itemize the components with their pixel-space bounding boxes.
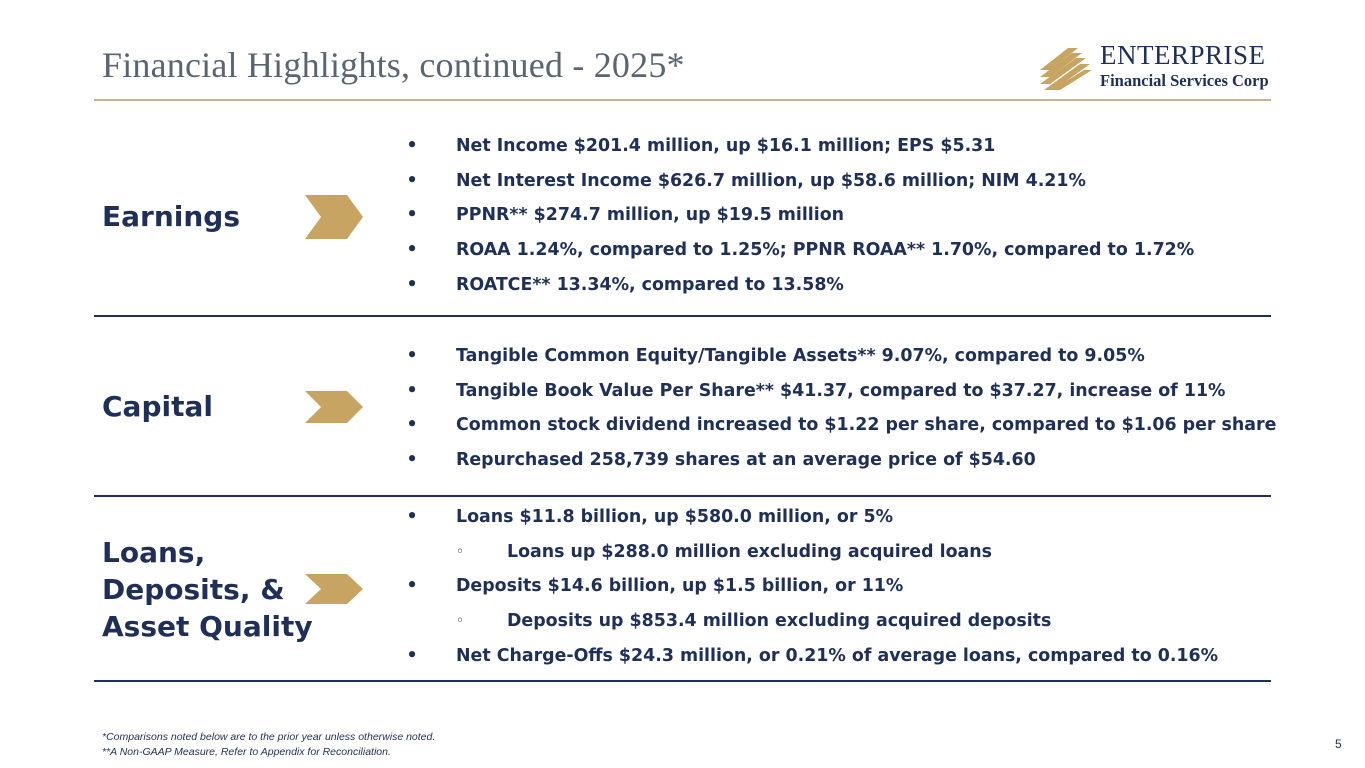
- page-number: 5: [1335, 737, 1342, 751]
- footnote-line: **A Non-GAAP Measure, Refer to Appendix …: [102, 745, 391, 758]
- section-title-line: Deposits, &: [102, 573, 285, 606]
- section-divider: [94, 495, 1271, 497]
- logo-stripes-icon: [1040, 48, 1092, 90]
- footnotes: *Comparisons noted below are to the prio…: [102, 730, 435, 759]
- section-title-loans-deposits-asset-quality: Loans, Deposits, & Asset Quality: [102, 534, 313, 645]
- logo-wordmark: ENTERPRISE: [1100, 40, 1266, 70]
- logo-subtitle: Financial Services Corp: [1100, 71, 1269, 90]
- title-divider: [94, 99, 1271, 101]
- chevron-right-icon: [305, 391, 363, 423]
- section-title-line: Loans,: [102, 536, 206, 569]
- footnote-line: *Comparisons noted below are to the prio…: [102, 731, 436, 743]
- section-title-capital: Capital: [102, 390, 213, 423]
- section-title-line: Asset Quality: [102, 610, 313, 643]
- chevron-right-icon: [305, 195, 363, 239]
- section-divider: [94, 680, 1271, 682]
- section-title-earnings: Earnings: [102, 200, 241, 233]
- chevron-right-icon: [305, 574, 363, 604]
- page-title: Financial Highlights, continued - 2025*: [102, 45, 685, 85]
- company-logo: ENTERPRISE Financial Services Corp: [1038, 40, 1274, 92]
- section-divider: [94, 315, 1271, 317]
